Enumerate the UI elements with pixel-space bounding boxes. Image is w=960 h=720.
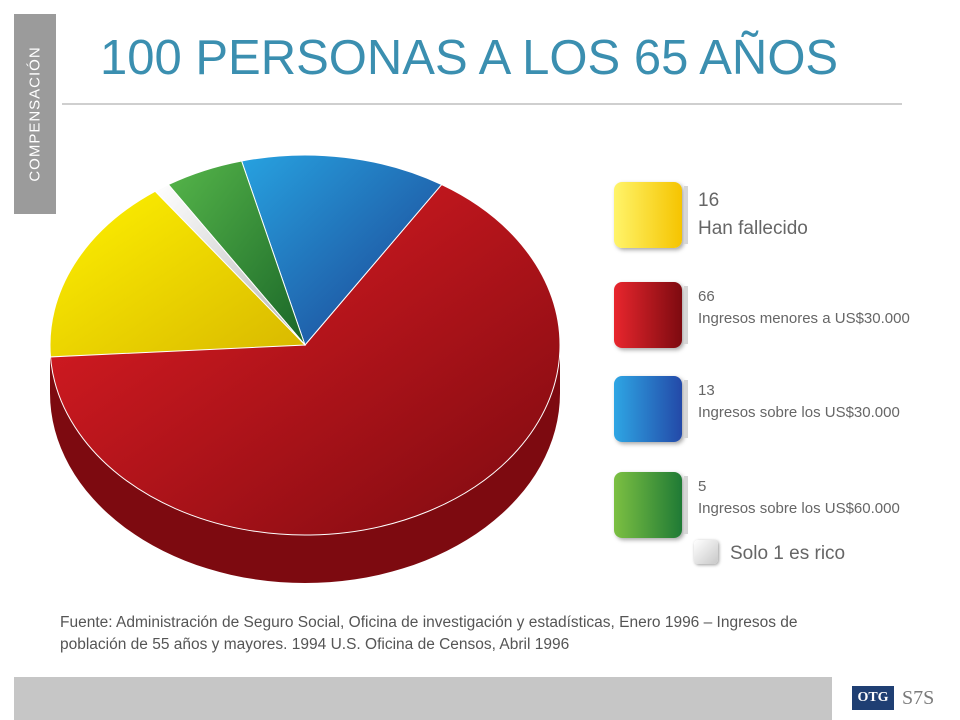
legend-label-rico: Solo 1 es rico xyxy=(730,543,846,564)
legend-label-fallecido: Han fallecido xyxy=(698,218,808,239)
legend-value-sobre-30000: 13 xyxy=(698,382,715,399)
source-note: Fuente: Administración de Seguro Social,… xyxy=(60,614,798,653)
legend-swatch-sobre-30000 xyxy=(614,376,682,442)
legend-value-menores-30000: 66 xyxy=(698,288,715,305)
legend-item-menores-30000: 66 Ingresos menores a US$30.000 xyxy=(614,282,944,352)
company-logo: OTG S7S xyxy=(852,686,952,712)
pie-sides xyxy=(50,345,560,583)
legend-swatch-fallecido xyxy=(614,182,682,248)
legend-divider xyxy=(684,286,688,344)
legend-item-sobre-30000: 13 Ingresos sobre los US$30.000 xyxy=(614,376,944,446)
legend-divider xyxy=(684,380,688,438)
pie-side-menores-30000 xyxy=(50,345,560,583)
pie-slices xyxy=(49,154,561,536)
legend-divider xyxy=(684,476,688,534)
legend-swatch-rico xyxy=(694,540,718,564)
pie-slice-fallecido xyxy=(49,190,307,358)
legend-label-sobre-30000: Ingresos sobre los US$30.000 xyxy=(698,404,900,421)
legend-swatch-sobre-60000 xyxy=(614,472,682,538)
section-tab: COMPENSACIÓN xyxy=(14,14,56,214)
legend-value-sobre-60000: 5 xyxy=(698,478,707,495)
title-divider xyxy=(62,103,902,105)
pie-slice-menores-30000 xyxy=(49,183,561,536)
pie-slice-sobre-30000 xyxy=(240,154,443,346)
legend-item-rico: Solo 1 es rico xyxy=(694,540,894,570)
legend-item-sobre-60000: 5 Ingresos sobre los US$60.000 xyxy=(614,472,944,542)
slide-title: 100 PERSONAS A LOS 65 AÑOS xyxy=(100,31,839,85)
s7s-logo: S7S xyxy=(902,687,935,709)
footer-bar xyxy=(14,677,832,720)
legend-swatch-menores-30000 xyxy=(614,282,682,348)
otg-logo: OTG xyxy=(852,686,894,710)
legend-label-menores-30000: Ingresos menores a US$30.000 xyxy=(698,310,910,327)
legend-item-fallecido: 16 Han fallecido xyxy=(614,182,944,252)
legend-label-sobre-60000: Ingresos sobre los US$60.000 xyxy=(698,500,900,517)
legend-value-fallecido: 16 xyxy=(698,190,720,211)
legend-divider xyxy=(684,186,688,244)
